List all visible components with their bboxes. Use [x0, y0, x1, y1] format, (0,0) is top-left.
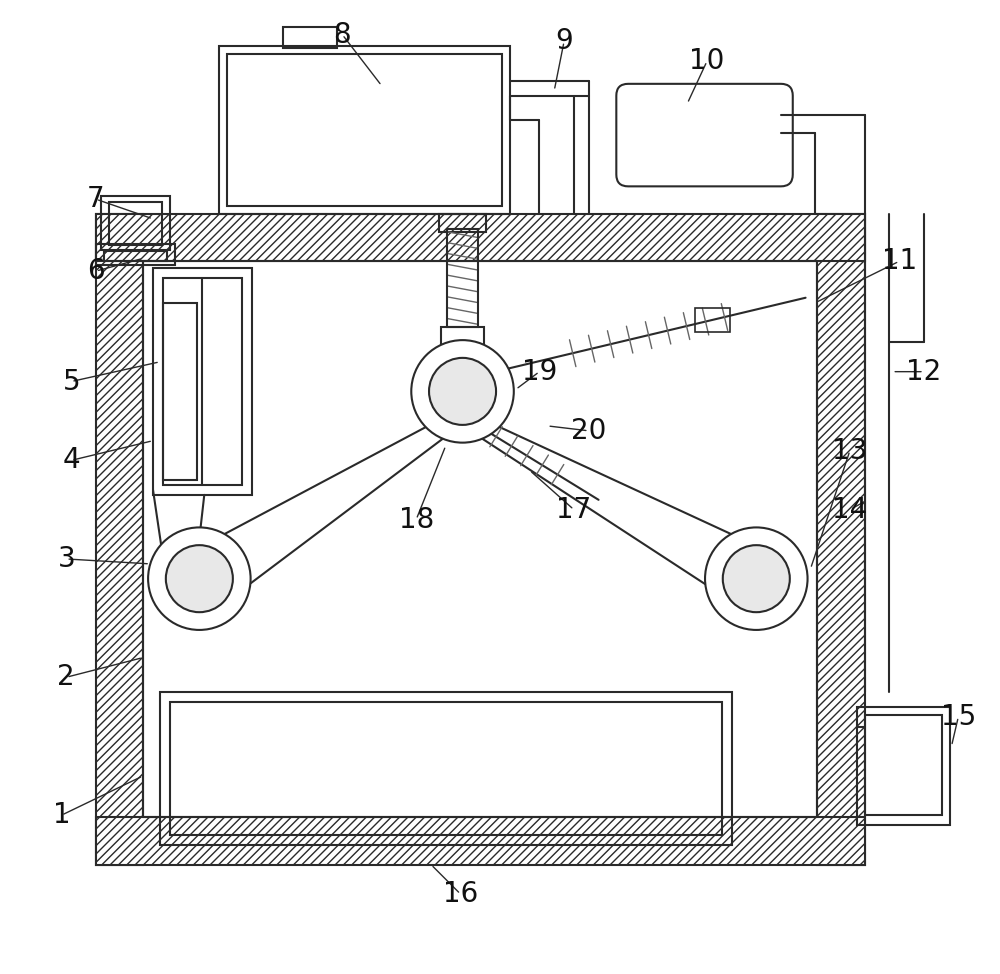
Bar: [227, 55, 502, 206]
Text: 20: 20: [571, 417, 606, 445]
Bar: [163, 278, 242, 485]
Text: 1: 1: [53, 802, 70, 829]
Bar: [695, 308, 730, 332]
Bar: [96, 214, 143, 865]
FancyBboxPatch shape: [616, 84, 793, 186]
Text: 11: 11: [882, 247, 917, 276]
Circle shape: [166, 545, 233, 613]
Circle shape: [429, 357, 496, 425]
Circle shape: [148, 527, 251, 630]
Bar: [104, 251, 167, 261]
Bar: [96, 214, 865, 261]
Text: 12: 12: [906, 357, 941, 386]
Bar: [865, 715, 942, 815]
Bar: [439, 214, 486, 232]
Bar: [163, 303, 197, 480]
Text: 13: 13: [832, 436, 868, 465]
Bar: [219, 47, 510, 214]
Bar: [283, 26, 337, 49]
Bar: [447, 229, 478, 327]
Bar: [857, 707, 950, 825]
Text: 18: 18: [399, 506, 434, 534]
Circle shape: [411, 340, 514, 442]
Bar: [170, 702, 722, 835]
Bar: [153, 268, 252, 495]
Text: 16: 16: [443, 880, 478, 908]
Text: 14: 14: [832, 496, 868, 524]
Text: 5: 5: [62, 367, 80, 395]
Text: 6: 6: [87, 257, 105, 285]
Text: 7: 7: [87, 185, 105, 213]
Circle shape: [723, 545, 790, 613]
Text: 3: 3: [57, 545, 75, 573]
Circle shape: [705, 527, 808, 630]
Bar: [817, 214, 865, 865]
Text: 8: 8: [333, 20, 351, 49]
Text: 15: 15: [941, 702, 976, 730]
Text: 4: 4: [62, 446, 80, 474]
Bar: [96, 817, 865, 865]
Text: 9: 9: [555, 27, 573, 56]
Text: 17: 17: [556, 496, 592, 524]
Bar: [101, 196, 170, 250]
Bar: [109, 203, 162, 244]
Text: 19: 19: [522, 357, 557, 386]
Text: 2: 2: [57, 663, 75, 692]
Bar: [160, 693, 732, 844]
Text: 10: 10: [689, 47, 725, 75]
Bar: [441, 327, 484, 356]
Bar: [96, 244, 175, 265]
